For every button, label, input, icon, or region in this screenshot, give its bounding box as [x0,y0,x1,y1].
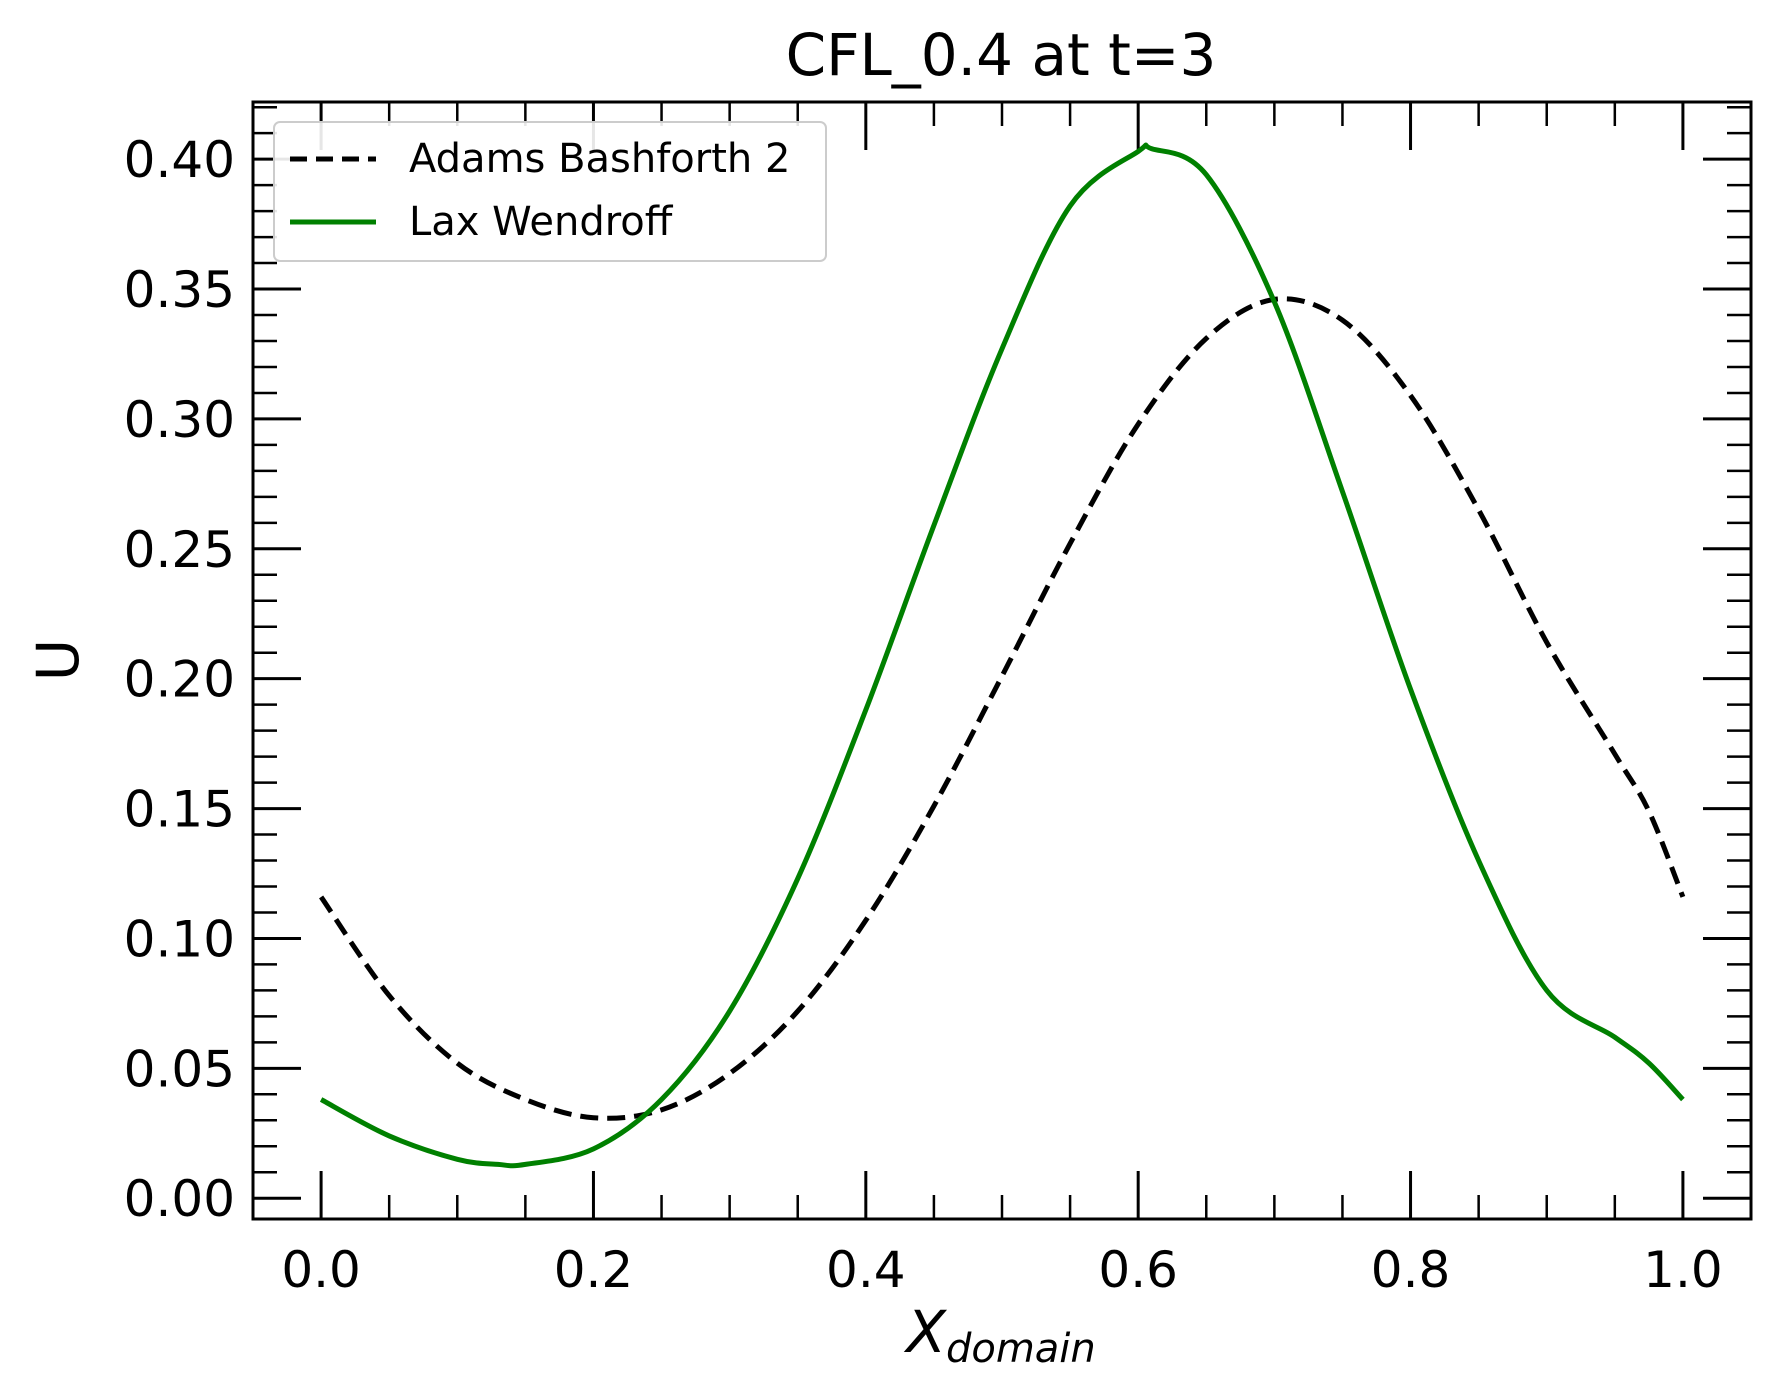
x-axis-label: Xdomain [903,1298,1096,1372]
legend-box [273,121,827,262]
y-tick-label: 0.30 [124,391,235,449]
x-axis-label-sub: domain [946,1326,1096,1372]
y-tick-labels: 0.00 0.05 0.10 0.15 0.20 0.25 0.30 0.35 0.40 [124,131,235,1228]
x-tick-label: 0.0 [281,1241,361,1299]
y-tick-label: 0.35 [124,261,235,319]
y-tick-label: 0.20 [124,651,235,709]
y-tick-label: 0.40 [124,131,235,189]
legend: Adams Bashforth 2 Lax Wendroff [273,121,827,262]
x-tick-label: 0.6 [1098,1241,1178,1299]
x-tick-label: 1.0 [1643,1241,1723,1299]
y-tick-label: 0.25 [124,521,235,579]
minor-ticks [251,102,1753,1219]
y-tick-label: 0.00 [124,1170,235,1228]
plot-area: 0.0 0.2 0.4 0.6 0.8 1.0 0.000.050.100.150.200… [124,100,1753,1299]
y-tick-label: 0.10 [124,910,235,968]
y-axis-label: U [24,639,92,681]
x-tick-label: 0.8 [1371,1241,1451,1299]
x-tick-labels: 0.0 0.2 0.4 0.6 0.8 1.0 [281,1241,1722,1299]
series-line-adams-bashforth-2 [319,296,1686,1121]
legend-label-adams-bashforth-2: Adams Bashforth 2 [409,136,790,182]
x-tick-label: 0.4 [826,1241,906,1299]
major-ticks [253,102,1751,1219]
series-line-lax-wendroff [319,142,1685,1169]
series-layer [319,142,1686,1169]
plot-frame [251,100,1753,1221]
y-tick-label: 0.05 [124,1040,235,1098]
legend-label-lax-wendroff: Lax Wendroff [409,199,674,245]
chart-title: CFL_0.4 at t=3 [786,21,1217,89]
x-axis-label-main: X [903,1298,947,1366]
y-tick-label: 0.15 [124,781,235,839]
x-tick-label: 0.2 [554,1241,634,1299]
